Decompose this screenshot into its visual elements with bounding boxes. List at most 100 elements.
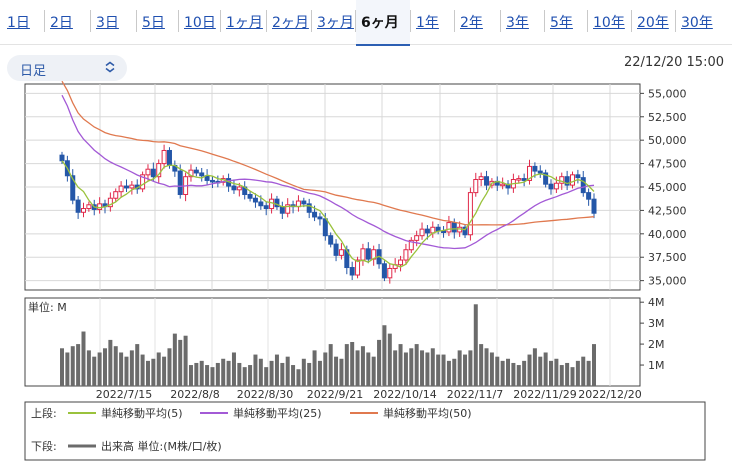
volume-bar bbox=[592, 344, 596, 386]
candle-body bbox=[333, 243, 339, 256]
tab-separator bbox=[44, 10, 45, 32]
tab-6[interactable]: 1ヶ月 bbox=[226, 15, 263, 31]
volume-bar bbox=[162, 356, 167, 386]
volume-bar bbox=[360, 346, 365, 386]
candle-body bbox=[107, 197, 113, 208]
interval-select[interactable]: 日足 bbox=[7, 55, 127, 81]
tab-1[interactable]: 1日 bbox=[7, 15, 30, 31]
tab-12[interactable]: 3年 bbox=[506, 15, 529, 31]
volume-bar bbox=[511, 362, 516, 386]
candle-body bbox=[274, 198, 280, 208]
candle-body bbox=[408, 239, 414, 251]
volume-bar bbox=[430, 348, 435, 386]
candle-body bbox=[86, 204, 92, 210]
candle-body bbox=[478, 176, 484, 181]
candle-body bbox=[129, 184, 135, 189]
candle-body bbox=[462, 226, 468, 236]
candle-body bbox=[591, 198, 597, 214]
ma50-line bbox=[61, 80, 595, 226]
tab-9[interactable]: 6ヶ月 bbox=[361, 15, 399, 31]
volume-bar bbox=[269, 360, 274, 386]
candle-body bbox=[317, 216, 323, 220]
volume-bar bbox=[242, 367, 247, 386]
volume-bar bbox=[532, 348, 537, 386]
tab-5[interactable]: 10日 bbox=[184, 15, 216, 31]
volume-bar bbox=[452, 358, 457, 386]
volume-bar bbox=[489, 352, 494, 386]
tab-separator bbox=[178, 10, 179, 32]
candle-body bbox=[338, 249, 344, 256]
candle-body bbox=[355, 259, 361, 276]
candle-body bbox=[381, 263, 387, 279]
volume-bar bbox=[231, 352, 236, 386]
volume-bar bbox=[393, 350, 398, 386]
volume-bar bbox=[436, 354, 441, 386]
volume-tick-label: 2M bbox=[648, 338, 665, 351]
tab-16[interactable]: 30年 bbox=[681, 15, 713, 31]
tab-13[interactable]: 5年 bbox=[550, 15, 573, 31]
candle-body bbox=[387, 267, 393, 279]
candle-body bbox=[150, 168, 156, 178]
ma25-line bbox=[61, 94, 595, 250]
ma5-line bbox=[61, 160, 595, 268]
timeframe-tabs: 1日 2日 3日 5日 10日 1ヶ月 2ヶ月 3ヶ月 6ヶ月 1年 2年 3年 5年 10年 20年 30年 bbox=[0, 0, 732, 46]
candle-body bbox=[64, 160, 70, 177]
candle-body bbox=[328, 235, 334, 245]
candle-body bbox=[441, 230, 447, 234]
candle-body bbox=[365, 248, 371, 260]
tab-separator bbox=[675, 10, 676, 32]
candle-body bbox=[134, 184, 140, 190]
candle-body bbox=[344, 249, 350, 269]
volume-bar bbox=[226, 360, 231, 386]
volume-bar bbox=[215, 362, 220, 386]
volume-bar bbox=[565, 362, 570, 386]
active-tab-highlight bbox=[356, 0, 410, 46]
candle-body bbox=[392, 264, 398, 269]
candle-body bbox=[306, 203, 312, 213]
legend-upper-label: 上段: bbox=[31, 406, 57, 420]
candle-body bbox=[494, 180, 500, 186]
tab-10[interactable]: 1年 bbox=[416, 15, 439, 31]
candle-body bbox=[537, 170, 543, 174]
price-tick-label: 37,500 bbox=[648, 251, 687, 264]
volume-bar bbox=[291, 365, 296, 386]
candle-body bbox=[215, 180, 221, 184]
volume-bar bbox=[119, 352, 124, 386]
volume-bar bbox=[151, 358, 156, 386]
volume-bar bbox=[301, 358, 306, 386]
candle-body bbox=[575, 174, 581, 179]
volume-bar bbox=[237, 362, 242, 386]
candle-body bbox=[543, 172, 549, 185]
candle-body bbox=[516, 178, 522, 181]
volume-bar bbox=[86, 350, 91, 386]
candle-body bbox=[446, 222, 452, 233]
tab-15[interactable]: 20年 bbox=[637, 15, 669, 31]
candle-body bbox=[527, 165, 533, 181]
tab-4[interactable]: 5日 bbox=[142, 15, 165, 31]
tab-7[interactable]: 2ヶ月 bbox=[272, 15, 309, 31]
x-tick-label: 2022/8/30 bbox=[237, 388, 293, 401]
legend-box bbox=[24, 401, 706, 461]
volume-bar bbox=[500, 360, 505, 386]
volume-bar bbox=[280, 362, 285, 386]
volume-bar bbox=[575, 360, 580, 386]
candle-body bbox=[91, 204, 97, 210]
volume-bar bbox=[156, 352, 161, 386]
tab-3[interactable]: 3日 bbox=[96, 15, 119, 31]
volume-tick-label: 3M bbox=[648, 317, 665, 330]
tab-2[interactable]: 2日 bbox=[50, 15, 73, 31]
tab-11[interactable]: 2年 bbox=[460, 15, 483, 31]
x-tick-label: 2022/10/14 bbox=[373, 388, 436, 401]
candles bbox=[59, 144, 597, 284]
volume-bars bbox=[60, 304, 596, 386]
volume-bar bbox=[60, 348, 64, 386]
candle-body bbox=[349, 267, 355, 276]
tab-14[interactable]: 10年 bbox=[593, 15, 625, 31]
tab-8[interactable]: 3ヶ月 bbox=[317, 15, 354, 31]
volume-bar bbox=[264, 367, 269, 386]
tab-separator bbox=[266, 10, 267, 32]
legend-volume-label: 出来高 単位:(M株/口/枚) bbox=[101, 439, 222, 453]
candle-body bbox=[209, 179, 215, 183]
volume-bar bbox=[210, 367, 215, 386]
tab-separator bbox=[220, 10, 221, 32]
